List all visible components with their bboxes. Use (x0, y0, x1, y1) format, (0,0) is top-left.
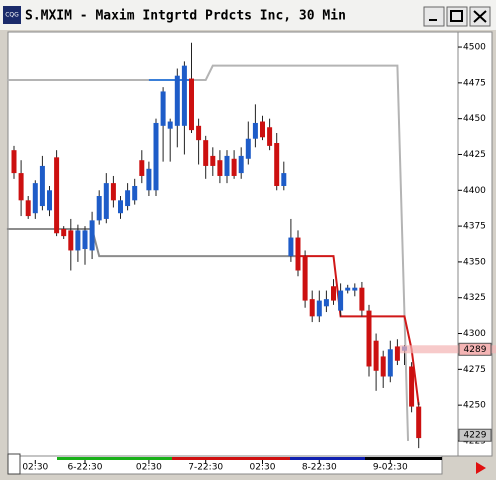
candle-body (68, 230, 74, 251)
day-band (290, 457, 365, 460)
y-axis-area (457, 31, 493, 457)
candle-body (231, 158, 237, 176)
candle-body (252, 122, 258, 139)
candle-body (153, 122, 159, 191)
candle-body (366, 310, 372, 367)
candle-body (146, 168, 152, 191)
y-tick-label: 4475 (463, 78, 486, 88)
day-band (365, 457, 442, 460)
candle-body (359, 287, 365, 311)
price-cursor (400, 345, 496, 354)
candle-body (174, 75, 180, 126)
x-tick-label: 8-22:30 (302, 463, 337, 473)
y-tick-label: 4375 (463, 222, 486, 232)
candle-body (160, 91, 166, 126)
indicator-line (6, 227, 298, 258)
candle-body (18, 173, 24, 201)
scroll-arrow[interactable] (476, 462, 486, 474)
window-title: S.MXIM - Maxim Intgrtd Prdcts Inc, 30 Mi… (25, 9, 346, 24)
indicator-line (6, 64, 410, 441)
y-tick-label: 4425 (463, 150, 486, 160)
day-band (57, 457, 172, 460)
day-band (172, 457, 290, 460)
indicator-line (298, 255, 420, 406)
candle-body (295, 237, 301, 271)
candle-body (302, 256, 308, 301)
candle-body (189, 78, 194, 131)
candle-body (210, 155, 216, 166)
y-tick-label: 4250 (463, 401, 486, 411)
candle-body (39, 165, 45, 207)
candle-body (167, 121, 173, 129)
candle-body (238, 155, 244, 174)
candle-body (96, 196, 102, 221)
candle-body (380, 356, 386, 377)
candle-body (139, 160, 145, 176)
candle-body (316, 300, 322, 317)
candle-body (288, 237, 294, 257)
y-tick-label: 4350 (463, 257, 486, 267)
candle-body (352, 287, 358, 291)
price-tag-label: 4229 (464, 431, 487, 441)
x-tick-label: 02:30 (22, 463, 48, 473)
candle-body (89, 220, 95, 251)
candle-body (11, 150, 17, 174)
x-tick-label: 7-22:30 (188, 463, 223, 473)
candle-body (267, 127, 273, 146)
x-tick-label: 9-02:30 (373, 463, 408, 473)
close-button[interactable] (469, 6, 491, 27)
x-tick-label: 02:30 (250, 463, 276, 473)
candle-body (260, 121, 265, 138)
candle-body (181, 65, 187, 126)
candle-body (132, 185, 138, 201)
candle-body (373, 340, 379, 371)
title-bar (0, 0, 496, 30)
candle-body (409, 366, 415, 407)
x-tick-label: 02:30 (136, 463, 162, 473)
candle-body (281, 173, 287, 186)
maximize-button[interactable] (446, 6, 468, 27)
x-tick-label: 6-22:30 (68, 463, 103, 473)
y-tick-label: 4500 (463, 43, 486, 53)
candle-body (331, 286, 336, 301)
candle-body (338, 290, 344, 311)
candle-body (82, 230, 88, 250)
price-tag-label: 4289 (464, 345, 487, 355)
candle-body (274, 143, 280, 186)
candle-body (416, 406, 422, 439)
candle-body (196, 125, 202, 141)
y-tick-label: 4300 (463, 329, 486, 339)
candle-body (61, 228, 67, 237)
candle-body (103, 183, 109, 219)
candle-body (75, 230, 81, 251)
candle-body (217, 160, 223, 176)
candle-body (309, 299, 315, 317)
price-tag (458, 342, 492, 356)
candle-body (25, 200, 31, 217)
candle-body (245, 138, 251, 159)
scroll-box[interactable] (7, 453, 21, 475)
y-tick-label: 4450 (463, 114, 486, 124)
candle-body (323, 299, 329, 307)
minimize-button[interactable] (423, 6, 445, 27)
candle-body (47, 190, 52, 211)
candle-body (125, 190, 131, 207)
candle-body (387, 349, 393, 377)
app-icon (3, 6, 21, 24)
icon-label: CQG (5, 12, 19, 19)
candle-body (345, 287, 351, 291)
price-tag (458, 428, 492, 442)
candle-body (224, 155, 230, 176)
y-tick-label: 4325 (463, 293, 486, 303)
candle-body (118, 200, 123, 214)
candle-body (54, 157, 60, 234)
candle-body (32, 183, 38, 214)
y-tick-label: 4400 (463, 186, 486, 196)
candle-body (394, 346, 400, 361)
candle-body (203, 140, 209, 166)
y-tick-label: 4275 (463, 365, 486, 375)
candle-body (110, 183, 116, 201)
